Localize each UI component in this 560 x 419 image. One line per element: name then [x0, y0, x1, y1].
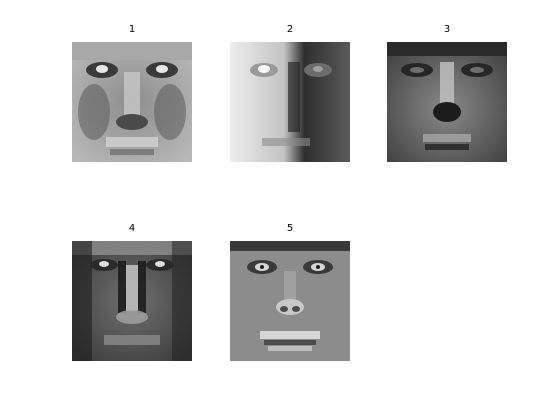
panel-title: 2: [286, 24, 294, 35]
eigenface-panel-4: 4: [72, 223, 192, 361]
eigenface-image-5: [230, 241, 350, 361]
panel-title: 4: [128, 223, 136, 234]
eigenface-image-3: [387, 42, 507, 162]
eigenface-image-4: [72, 241, 192, 361]
eigenface-image-1: [72, 42, 192, 162]
eigenface-panel-1: 1: [72, 24, 192, 162]
eigenface-panel-3: 3: [387, 24, 507, 162]
panel-title: 5: [286, 223, 294, 234]
panel-title: 1: [128, 24, 136, 35]
eigenface-panel-5: 5: [230, 223, 350, 361]
eigenface-panel-2: 2: [230, 24, 350, 162]
panel-title: 3: [443, 24, 451, 35]
eigenface-image-2: [230, 42, 350, 162]
